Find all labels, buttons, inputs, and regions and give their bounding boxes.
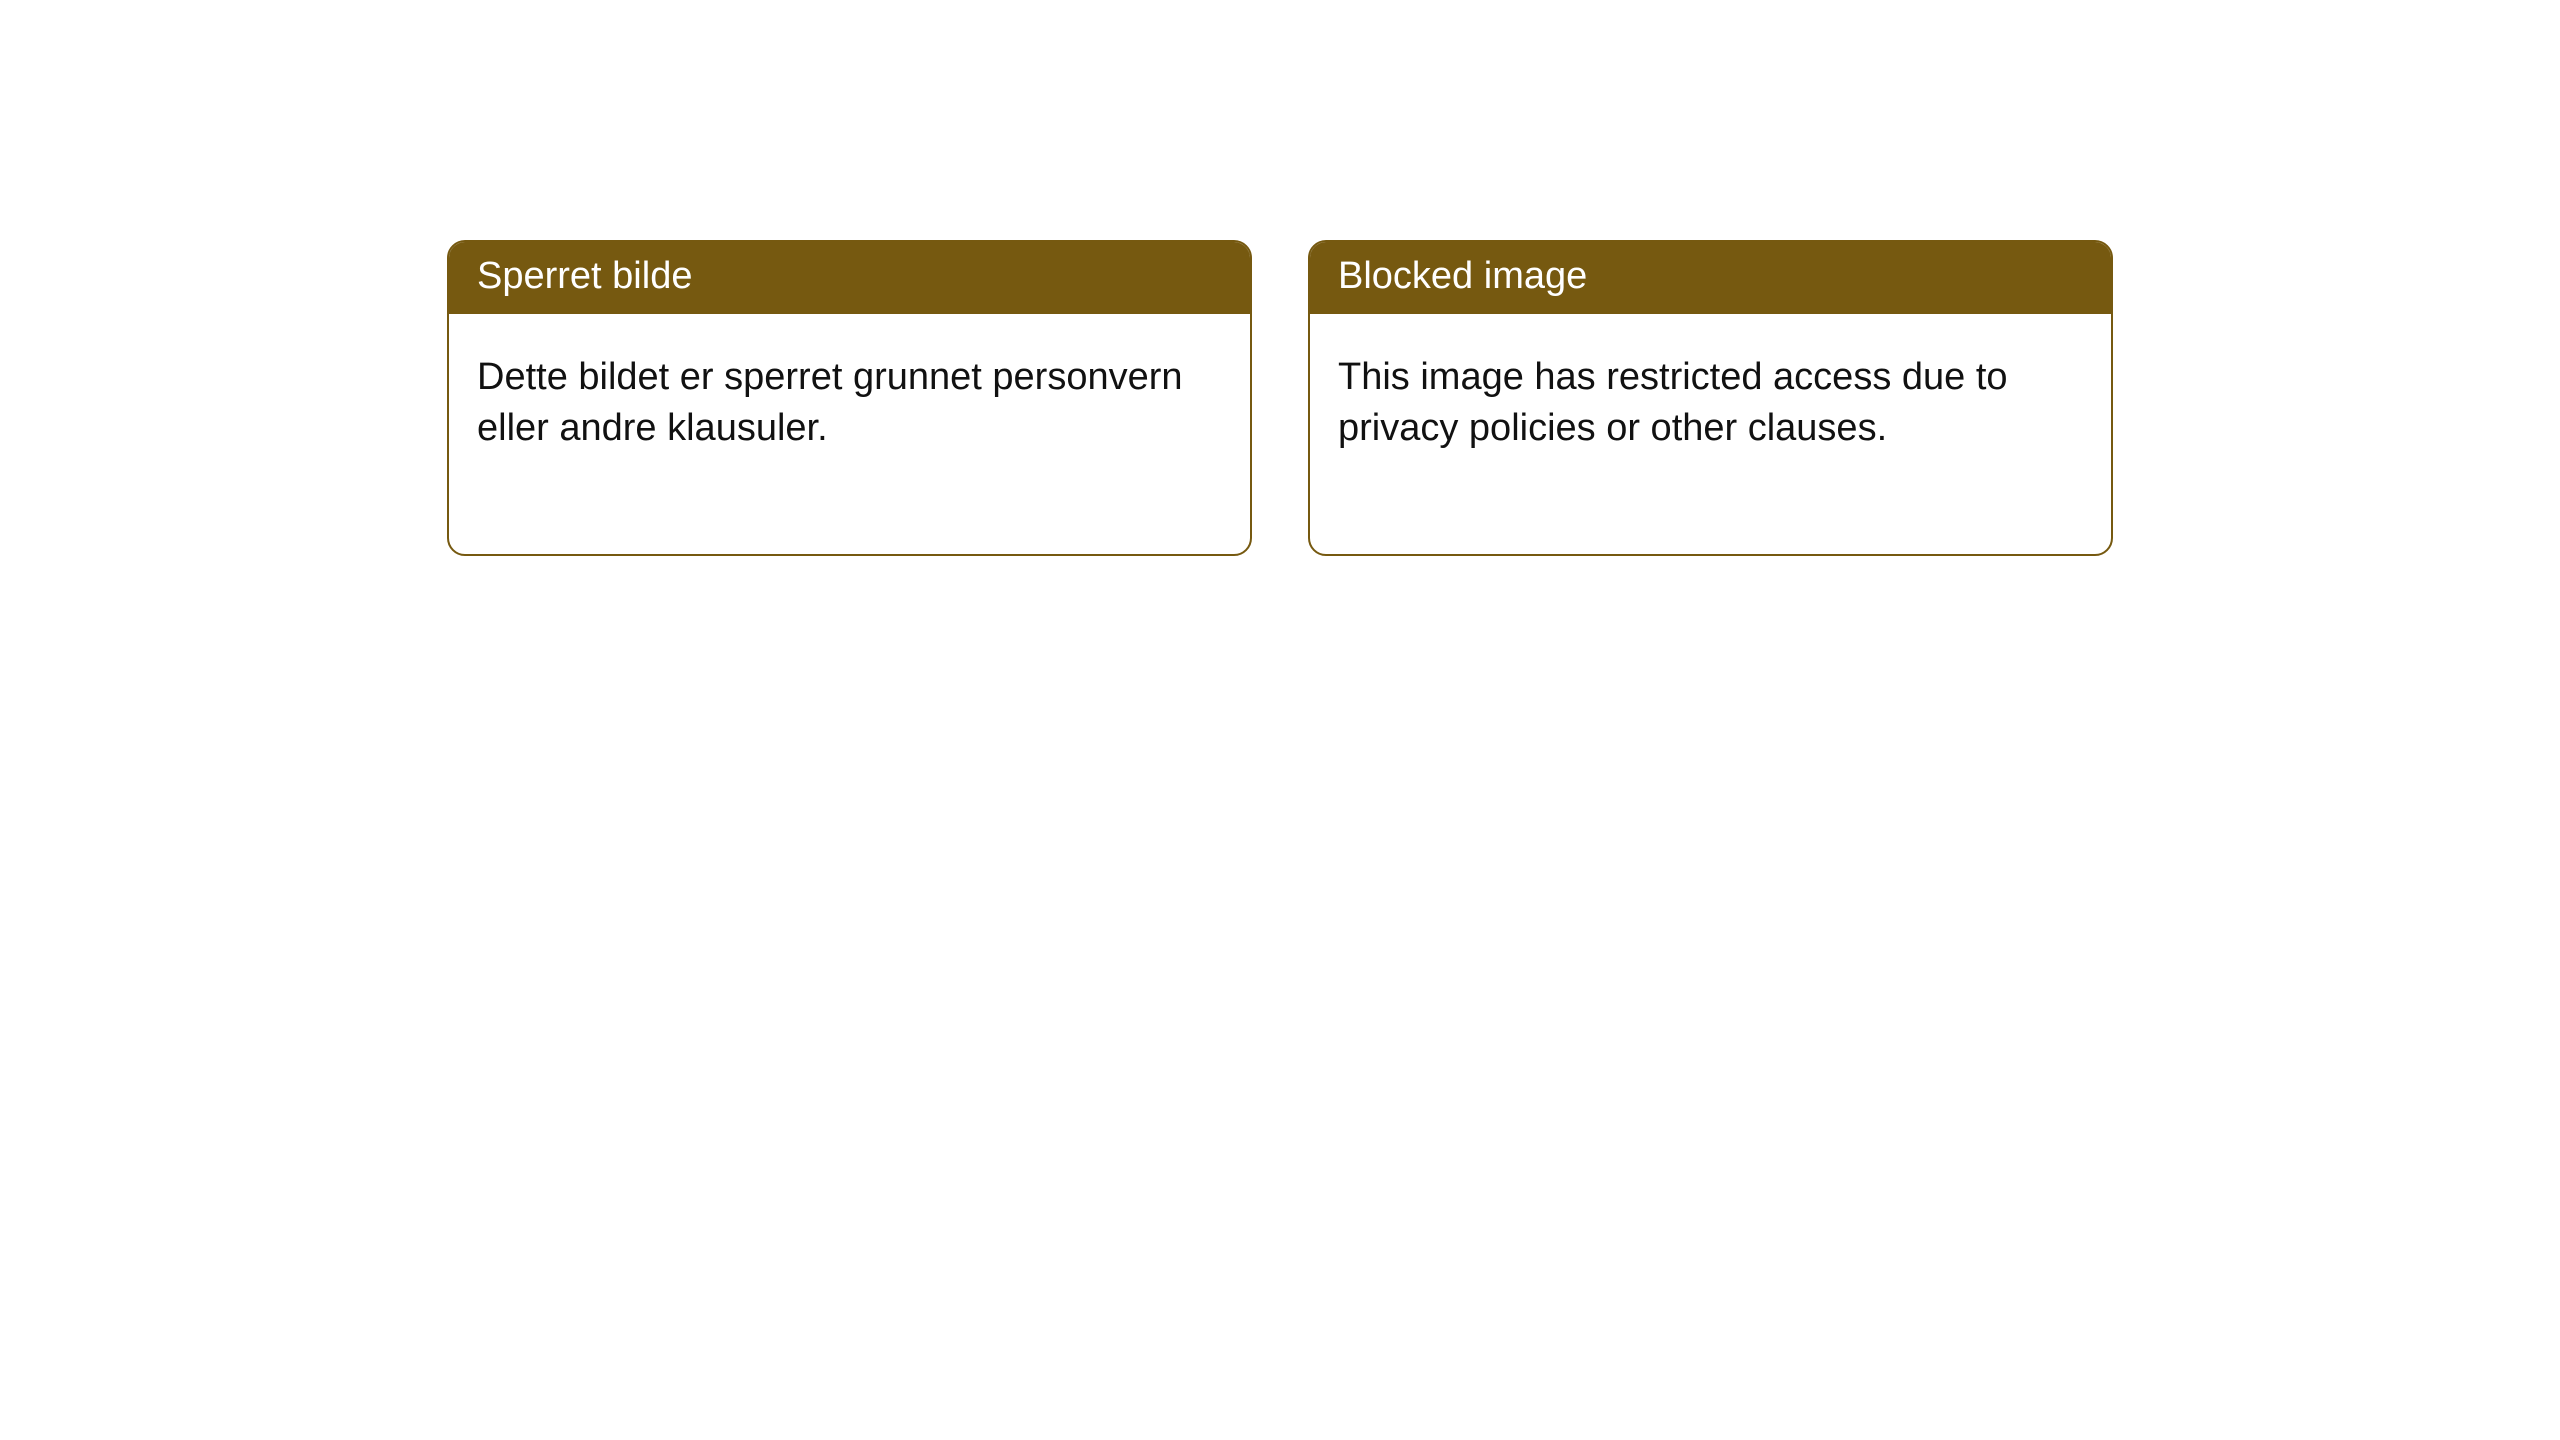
notice-title-no: Sperret bilde bbox=[449, 242, 1250, 314]
notice-body-no: Dette bildet er sperret grunnet personve… bbox=[449, 314, 1250, 554]
notice-card-no: Sperret bilde Dette bildet er sperret gr… bbox=[447, 240, 1252, 556]
notice-title-en: Blocked image bbox=[1310, 242, 2111, 314]
notice-container: Sperret bilde Dette bildet er sperret gr… bbox=[447, 240, 2113, 556]
notice-card-en: Blocked image This image has restricted … bbox=[1308, 240, 2113, 556]
notice-body-en: This image has restricted access due to … bbox=[1310, 314, 2111, 554]
